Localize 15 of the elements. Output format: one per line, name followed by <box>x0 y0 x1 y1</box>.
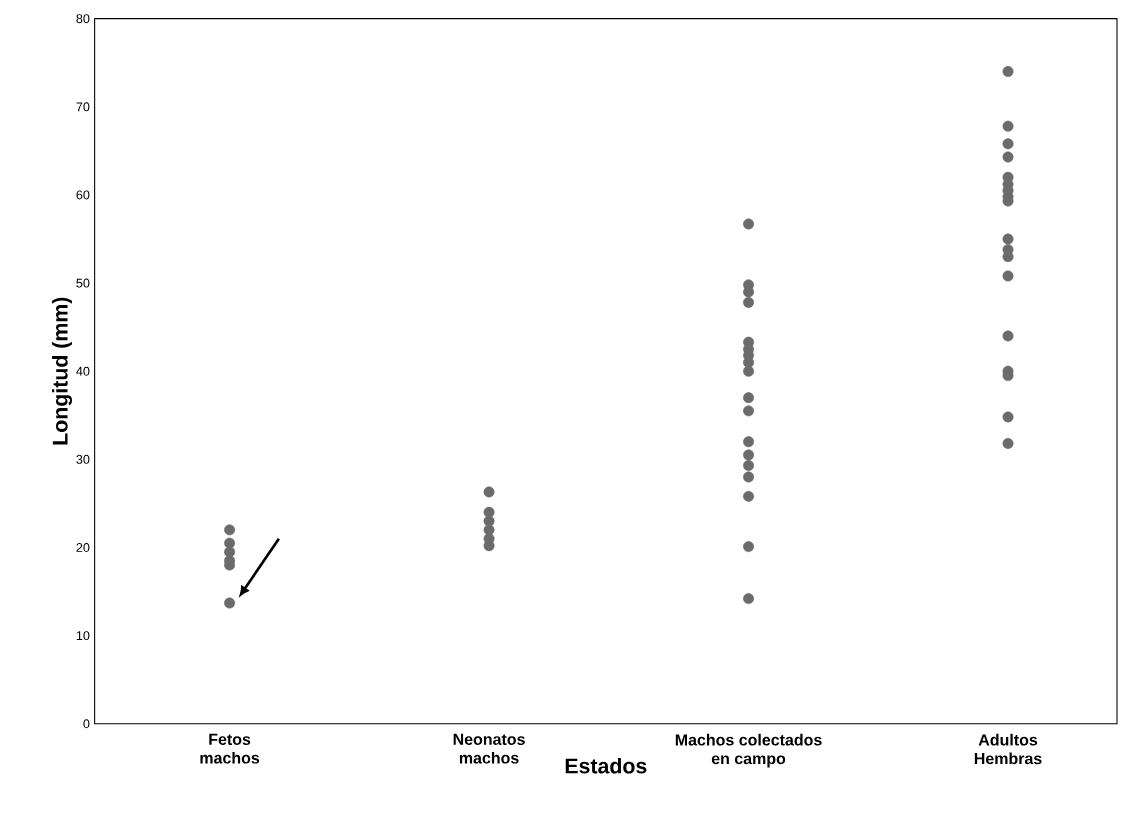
y-tick-label: 30 <box>76 454 90 464</box>
x-tick-label: Neonatos machos <box>453 733 525 764</box>
y-tick-label: 70 <box>76 102 90 112</box>
y-tick-label: 0 <box>83 719 90 729</box>
x-tick-label: Adultos Hembras <box>974 733 1042 764</box>
y-tick-label: 50 <box>76 278 90 288</box>
y-tick-label: 20 <box>76 542 90 552</box>
y-tick-label: 60 <box>76 190 90 200</box>
y-axis-title: Longitud (mm) <box>52 297 73 445</box>
y-tick-label: 40 <box>76 366 90 376</box>
x-tick-label: Machos colectados en campo <box>675 733 822 768</box>
x-axis-title: Estados <box>565 757 647 774</box>
y-tick-label: 10 <box>76 630 90 640</box>
y-tick-label: 80 <box>76 13 90 23</box>
x-tick-label: Fetos machos <box>200 733 260 764</box>
